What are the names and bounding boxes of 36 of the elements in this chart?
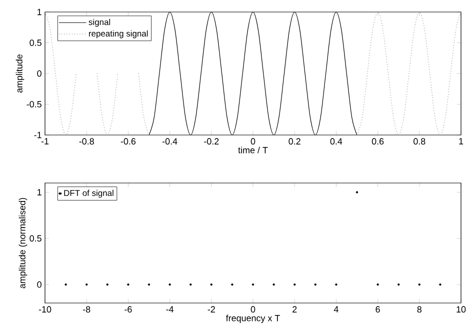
y-tick-label: 1: [38, 8, 42, 16]
x-axis-title: time / T: [238, 146, 268, 154]
y-tick-label: -1: [34, 132, 42, 138]
x-axis-title: frequency x T: [226, 314, 280, 324]
y-tick-label: 0.5: [30, 40, 42, 46]
y-axis-title: amplitude (normalised): [18, 198, 28, 288]
y-tick-label: 0: [37, 70, 42, 77]
x-tick-label: 8: [417, 306, 422, 313]
x-tick-label: 0.2: [288, 138, 300, 145]
x-tick-label: 0.6: [372, 138, 384, 145]
x-tick-label: 0: [250, 138, 256, 145]
legend-label: DFT of signal: [64, 190, 114, 198]
y-axis-title: amplitude: [16, 54, 24, 93]
x-tick-label: 0: [250, 306, 256, 313]
x-tick-label: 4: [334, 306, 338, 312]
x-tick-label: 1: [459, 138, 464, 144]
y-tick-label: -0.5: [26, 101, 42, 108]
x-tick-label: 0.8: [414, 138, 426, 145]
x-tick-label: -0.2: [204, 138, 219, 145]
x-tick-label: -0.8: [79, 138, 94, 145]
y-tick-label: 0: [37, 281, 42, 288]
legend-label: signal: [88, 18, 110, 27]
x-tick-label: 0.4: [330, 138, 342, 145]
x-tick-label: -6: [124, 306, 132, 313]
x-tick-label: -0.4: [162, 138, 178, 145]
x-tick-label: -4: [166, 306, 174, 312]
x-tick-label: 10: [456, 306, 466, 313]
x-tick-label: -2: [208, 306, 215, 312]
x-tick-label: 2: [292, 306, 297, 312]
x-tick-label: 6: [376, 306, 380, 313]
y-tick-label: 0.5: [30, 235, 42, 242]
x-tick-label: -10: [38, 306, 52, 313]
y-tick-label: 1: [38, 189, 42, 196]
x-tick-label: -8: [83, 306, 90, 313]
x-tick-label: -0.6: [120, 138, 136, 145]
legend-label: repeating signal: [89, 30, 148, 38]
